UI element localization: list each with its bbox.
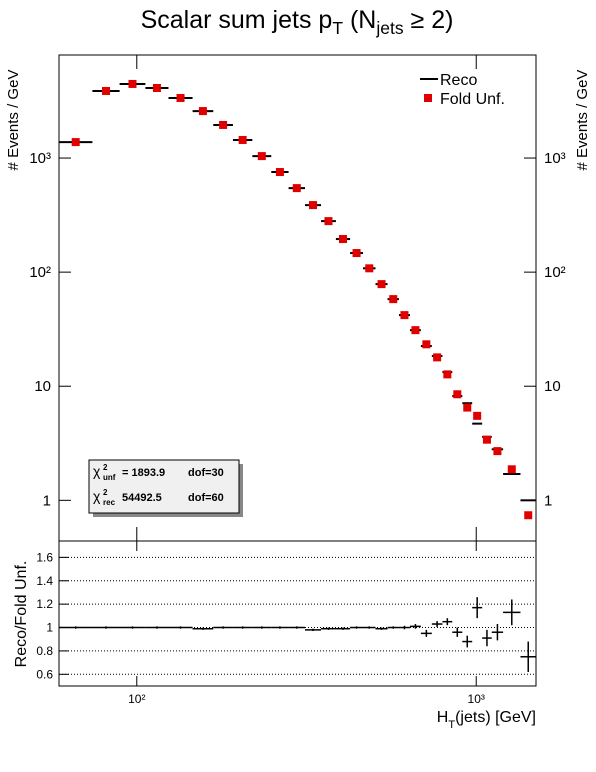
stat-sup: 2	[103, 488, 108, 497]
fold-marker	[433, 353, 442, 362]
fold-marker	[493, 447, 502, 456]
x-tick-label: 10³	[468, 692, 485, 706]
y-axis-title-right: # Events / GeV	[574, 70, 591, 171]
fold-marker	[443, 370, 452, 379]
stat-sub: unf	[103, 473, 116, 482]
ratio-tick-label: 0.6	[36, 667, 53, 681]
stat-dof: dof=60	[188, 492, 224, 504]
fold-marker	[101, 86, 110, 95]
ratio-frame	[58, 540, 537, 687]
fold-marker	[152, 84, 161, 93]
fold-marker	[71, 138, 80, 147]
fold-marker	[292, 184, 301, 193]
x-axis-title-part: (jets) [GeV]	[455, 709, 536, 726]
legend-label: Fold Unf.	[440, 91, 505, 108]
y-tick-label-right: 10	[544, 378, 561, 395]
y-tick-label: 10³	[29, 150, 51, 167]
fold-marker	[338, 235, 347, 244]
x-axis-title-part: H	[437, 709, 449, 726]
ratio-tick-label: 1.2	[36, 597, 53, 611]
y-axis-title: # Events / GeV	[5, 70, 22, 171]
chart-title-part: ≥ 2)	[404, 6, 454, 34]
fold-marker	[411, 326, 420, 335]
stat-sub: rec	[103, 498, 116, 507]
fold-marker	[377, 280, 386, 289]
fold-marker	[198, 107, 207, 116]
stats-box	[88, 459, 240, 514]
fold-marker	[352, 249, 361, 258]
y-tick-label-right: 10³	[544, 150, 566, 167]
y-tick-label-right: 1	[544, 492, 552, 509]
fold-marker	[257, 152, 266, 161]
fold-marker	[400, 311, 409, 320]
chart-title: Scalar sum jets pT (Njets ≥ 2)	[141, 6, 454, 38]
fold-marker	[524, 511, 533, 520]
ratio-tick-label: 1.6	[36, 550, 53, 564]
ratio-tick-label: 1	[46, 621, 53, 635]
legend-marker	[424, 94, 432, 102]
stat-dof: dof=30	[188, 467, 224, 479]
fold-marker	[219, 120, 228, 129]
fold-marker	[507, 465, 516, 474]
stat-symbol: χ	[93, 463, 101, 479]
x-axis-title-part: T	[448, 719, 455, 731]
y-tick-label: 10²	[29, 264, 51, 281]
fold-marker	[238, 135, 247, 144]
y-tick-label-right: 10²	[544, 264, 566, 281]
fold-marker	[324, 217, 333, 226]
chart-title-part: T	[332, 18, 343, 38]
stat-sup: 2	[103, 463, 108, 472]
ratio-tick-label: 0.8	[36, 644, 53, 658]
legend-label: Reco	[440, 72, 477, 89]
fold-marker	[422, 340, 431, 349]
chart-title-part: (N	[343, 6, 376, 34]
y-tick-label: 1	[43, 492, 51, 509]
stat-value: = 1893.9	[122, 467, 165, 479]
x-axis-title: HT(jets) [GeV]	[437, 709, 536, 731]
fold-marker	[389, 295, 398, 304]
ratio-axis-title: Reco/Fold Unf.	[13, 561, 30, 668]
fold-marker	[463, 403, 472, 412]
fold-marker	[453, 390, 462, 399]
fold-marker	[473, 411, 482, 420]
fold-marker	[128, 79, 137, 88]
ratio-tick-label: 1.4	[36, 574, 53, 588]
y-tick-label: 10	[34, 378, 51, 395]
stat-symbol: χ	[93, 488, 101, 504]
fold-marker	[176, 93, 185, 102]
chart-title-part: Scalar sum jets p	[141, 6, 333, 34]
fold-marker	[482, 435, 491, 444]
fold-marker	[365, 264, 374, 273]
stat-value: 54492.5	[122, 492, 162, 504]
x-tick-label: 10²	[128, 692, 145, 706]
fold-marker	[309, 201, 318, 210]
fold-marker	[275, 168, 284, 177]
chart-title-part: jets	[375, 18, 403, 38]
